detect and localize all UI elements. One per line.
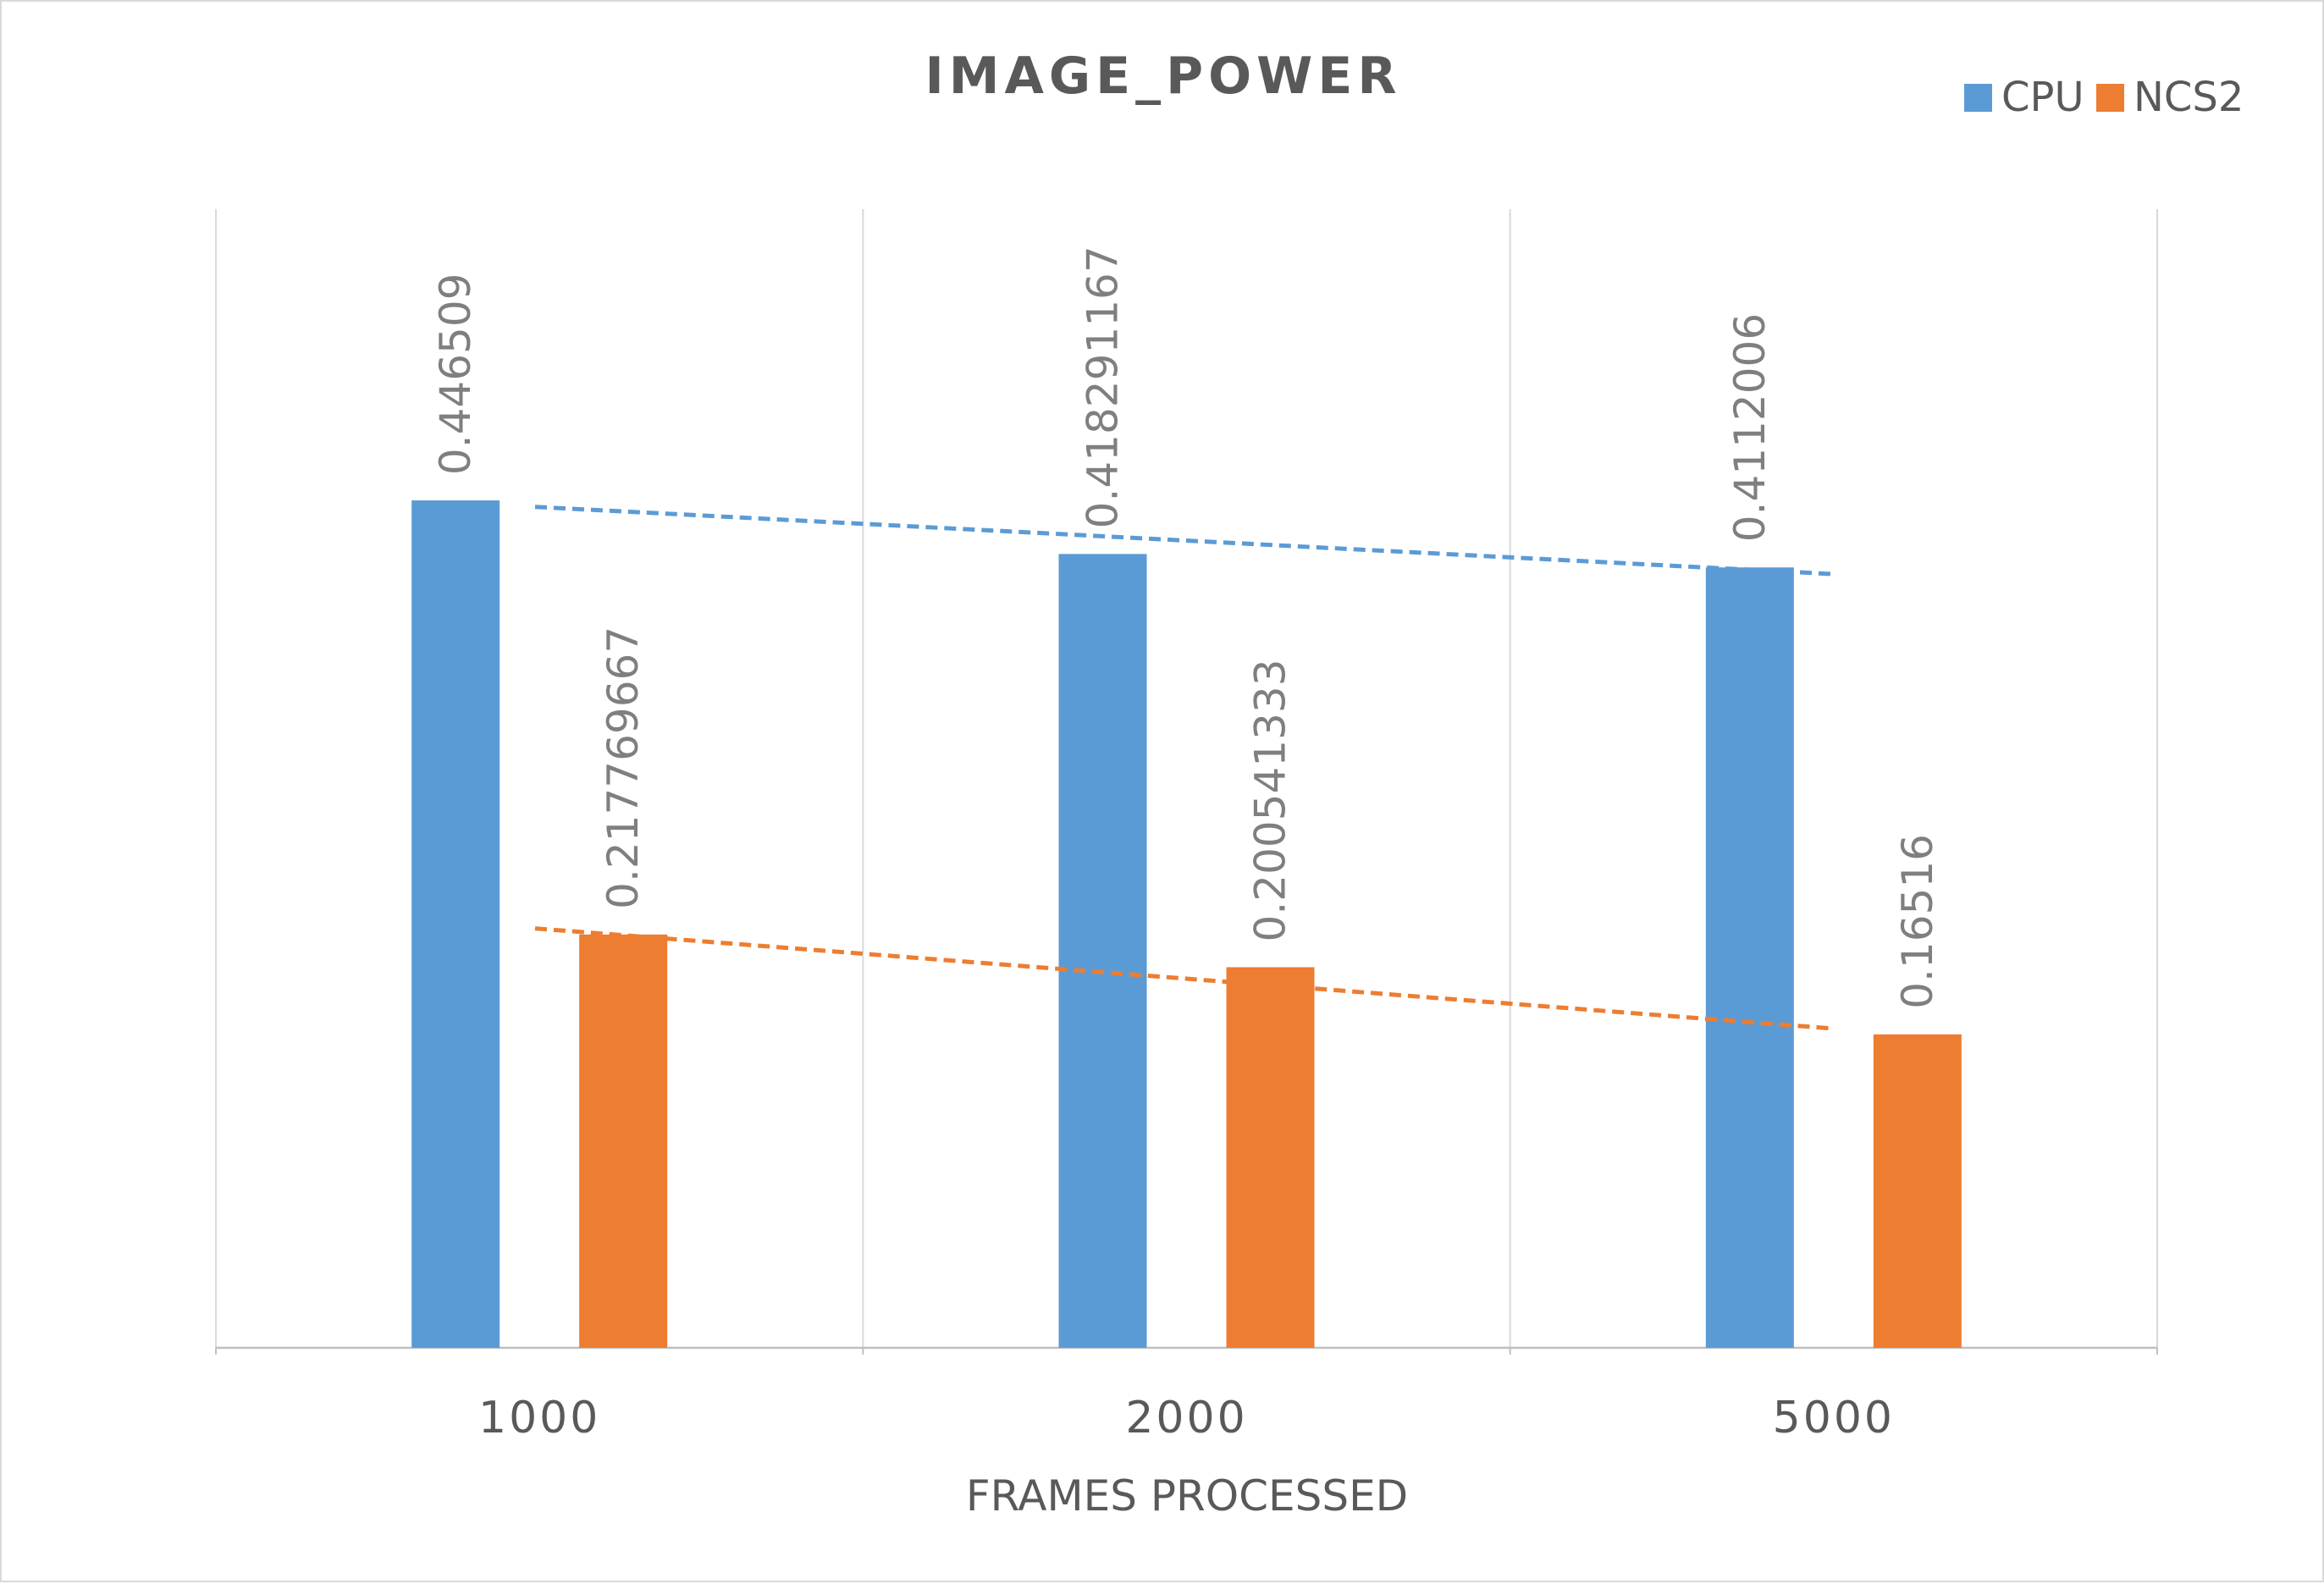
- data-label-ncs2-2000: 0.200541333: [1246, 659, 1295, 941]
- bar-ncs2-1000: [579, 934, 668, 1348]
- legend-swatch-ncs2: [2096, 84, 2124, 112]
- x-tick-label-1000: 1000: [478, 1393, 600, 1443]
- data-label-ncs2-5000: 0.16516: [1893, 834, 1942, 1009]
- bar-cpu-1000: [411, 500, 500, 1348]
- bar-ncs2-2000: [1226, 967, 1315, 1348]
- bar-cpu-5000: [1705, 567, 1794, 1348]
- trendline-ncs2: [534, 926, 1831, 1031]
- legend: CPU NCS2: [1964, 74, 2244, 121]
- data-label-ncs2-1000: 0.217769667: [599, 626, 648, 909]
- chart-title: IMAGE_POWER: [925, 47, 1401, 106]
- bar-ncs2-5000: [1873, 1034, 1962, 1348]
- x-axis-title: FRAMES PROCESSED: [966, 1471, 1408, 1521]
- data-label-cpu-1000: 0.446509: [431, 273, 480, 475]
- legend-label-ncs2: NCS2: [2134, 74, 2244, 121]
- data-label-cpu-2000: 0.418291167: [1079, 246, 1128, 528]
- trendline-cpu: [534, 505, 1831, 577]
- legend-swatch-cpu: [1964, 84, 1992, 112]
- x-tick-label-5000: 5000: [1773, 1393, 1895, 1443]
- data-label-cpu-5000: 0.4112006: [1725, 313, 1775, 542]
- legend-label-cpu: CPU: [2001, 74, 2084, 121]
- plot-area: 0.446509 0.418291167 0.4112006 0.217769667 0…: [215, 209, 2158, 1443]
- bar-cpu-2000: [1058, 554, 1147, 1348]
- x-tick-label-2000: 2000: [1125, 1393, 1247, 1443]
